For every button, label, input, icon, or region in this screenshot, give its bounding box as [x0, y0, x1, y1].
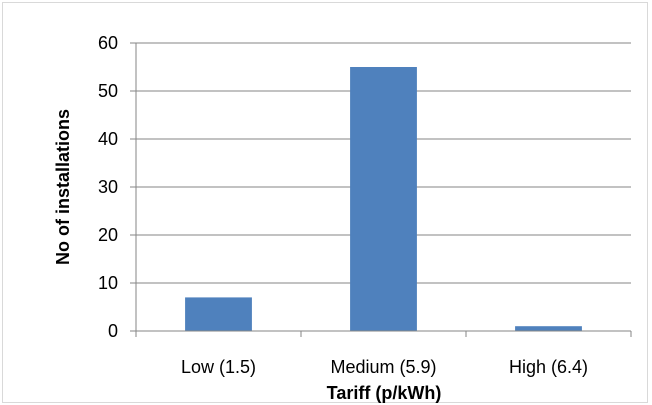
bar-0 — [185, 297, 252, 331]
y-tick-label-30: 30 — [98, 177, 118, 197]
y-tick-labels: 0 10 20 30 40 50 60 — [98, 33, 118, 341]
bar-2 — [515, 326, 582, 331]
y-tick-label-50: 50 — [98, 81, 118, 101]
y-tick-label-10: 10 — [98, 273, 118, 293]
bar-1 — [350, 67, 417, 331]
y-tick-label-0: 0 — [108, 321, 118, 341]
y-axis-title: No of installations — [53, 109, 73, 265]
x-tick-label-0: Low (1.5) — [181, 357, 256, 377]
x-tick-labels: Low (1.5) Medium (5.9) High (6.4) — [181, 357, 588, 377]
x-axis-title: Tariff (p/kWh) — [327, 383, 442, 403]
bars — [185, 67, 582, 331]
y-tick-label-20: 20 — [98, 225, 118, 245]
y-tick-label-60: 60 — [98, 33, 118, 53]
x-tick-label-2: High (6.4) — [509, 357, 588, 377]
y-tick-label-40: 40 — [98, 129, 118, 149]
x-tick-label-1: Medium (5.9) — [330, 357, 436, 377]
axes — [130, 42, 632, 337]
